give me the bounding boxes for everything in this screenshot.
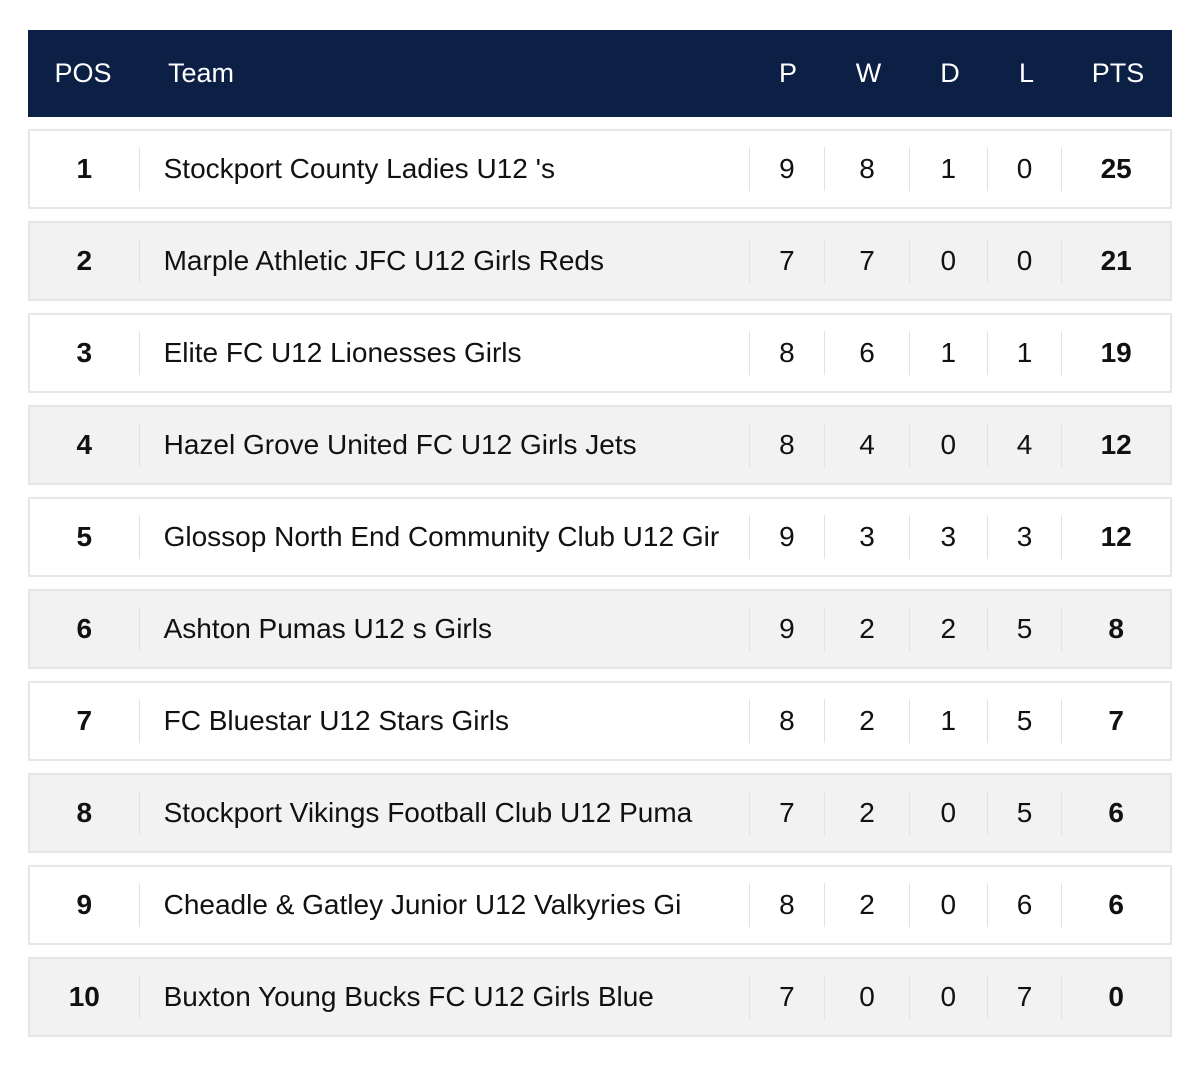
- header-pos: POS: [54, 58, 112, 88]
- row-points: 0: [1108, 981, 1124, 1012]
- row-team: Stockport County Ladies U12 's: [140, 147, 750, 191]
- row-lost: 3: [988, 515, 1063, 559]
- row-lost: 1: [988, 331, 1063, 375]
- row-won: 2: [825, 699, 910, 743]
- row-pos: 8: [30, 791, 140, 835]
- table-row[interactable]: 2 Marple Athletic JFC U12 Girls Reds 7 7…: [28, 221, 1172, 301]
- row-lost: 5: [988, 607, 1063, 651]
- row-points: 7: [1108, 705, 1124, 736]
- table-row[interactable]: 5 Glossop North End Community Club U12 G…: [28, 497, 1172, 577]
- row-team: FC Bluestar U12 Stars Girls: [140, 699, 750, 743]
- row-played: 7: [750, 239, 826, 283]
- header-played: P: [778, 58, 797, 88]
- league-table: POS Team P W D L PTS 1 Stockport County …: [28, 30, 1172, 1037]
- row-points: 6: [1108, 797, 1124, 828]
- header-team: Team: [168, 58, 235, 88]
- table-row[interactable]: 9 Cheadle & Gatley Junior U12 Valkyries …: [28, 865, 1172, 945]
- row-played: 7: [750, 791, 826, 835]
- row-won: 0: [825, 975, 910, 1019]
- row-won: 3: [825, 515, 910, 559]
- row-points: 19: [1100, 337, 1132, 368]
- row-lost: 6: [988, 883, 1063, 927]
- row-played: 8: [750, 883, 826, 927]
- row-pos: 5: [30, 515, 140, 559]
- table-row[interactable]: 8 Stockport Vikings Football Club U12 Pu…: [28, 773, 1172, 853]
- row-won: 6: [825, 331, 910, 375]
- row-lost: 0: [988, 239, 1063, 283]
- row-won: 7: [825, 239, 910, 283]
- row-played: 9: [750, 607, 826, 651]
- row-points: 12: [1100, 429, 1132, 460]
- row-team: Glossop North End Community Club U12 Gir: [140, 515, 750, 559]
- row-drawn: 2: [910, 607, 988, 651]
- row-drawn: 1: [910, 699, 988, 743]
- row-drawn: 0: [910, 239, 988, 283]
- row-drawn: 1: [910, 331, 988, 375]
- row-lost: 0: [988, 147, 1063, 191]
- row-pos: 3: [30, 331, 140, 375]
- row-pos: 2: [30, 239, 140, 283]
- row-points: 6: [1108, 889, 1124, 920]
- row-played: 9: [750, 515, 826, 559]
- header-drawn: D: [940, 58, 960, 88]
- row-points: 12: [1100, 521, 1132, 552]
- row-team: Buxton Young Bucks FC U12 Girls Blue: [140, 975, 750, 1019]
- header-points: PTS: [1091, 58, 1145, 88]
- row-won: 8: [825, 147, 910, 191]
- row-pos: 10: [30, 975, 140, 1019]
- table-header: POS Team P W D L PTS: [28, 30, 1172, 117]
- row-team: Cheadle & Gatley Junior U12 Valkyries Gi: [140, 883, 750, 927]
- header-won: W: [855, 58, 882, 88]
- row-lost: 5: [988, 791, 1063, 835]
- row-pos: 6: [30, 607, 140, 651]
- row-drawn: 3: [910, 515, 988, 559]
- row-pos: 7: [30, 699, 140, 743]
- row-lost: 4: [988, 423, 1063, 467]
- table-row[interactable]: 10 Buxton Young Bucks FC U12 Girls Blue …: [28, 957, 1172, 1037]
- row-played: 7: [750, 975, 826, 1019]
- header-lost: L: [1018, 58, 1035, 88]
- row-points: 8: [1108, 613, 1124, 644]
- row-won: 2: [825, 607, 910, 651]
- row-points: 25: [1100, 153, 1132, 184]
- row-team: Ashton Pumas U12 s Girls: [140, 607, 750, 651]
- row-played: 8: [750, 423, 826, 467]
- row-lost: 5: [988, 699, 1063, 743]
- row-drawn: 0: [910, 423, 988, 467]
- row-team: Elite FC U12 Lionesses Girls: [140, 331, 750, 375]
- row-won: 2: [825, 883, 910, 927]
- row-team: Hazel Grove United FC U12 Girls Jets: [140, 423, 750, 467]
- row-played: 8: [750, 699, 826, 743]
- row-drawn: 0: [910, 791, 988, 835]
- row-team: Marple Athletic JFC U12 Girls Reds: [140, 239, 750, 283]
- row-lost: 7: [988, 975, 1063, 1019]
- table-row[interactable]: 1 Stockport County Ladies U12 's 9 8 1 0…: [28, 129, 1172, 209]
- table-row[interactable]: 6 Ashton Pumas U12 s Girls 9 2 2 5 8: [28, 589, 1172, 669]
- row-pos: 9: [30, 883, 140, 927]
- row-played: 9: [750, 147, 826, 191]
- table-row[interactable]: 3 Elite FC U12 Lionesses Girls 8 6 1 1 1…: [28, 313, 1172, 393]
- row-points: 21: [1100, 245, 1132, 276]
- row-drawn: 1: [910, 147, 988, 191]
- row-won: 4: [825, 423, 910, 467]
- row-team: Stockport Vikings Football Club U12 Puma: [140, 791, 750, 835]
- table-row[interactable]: 7 FC Bluestar U12 Stars Girls 8 2 1 5 7: [28, 681, 1172, 761]
- row-won: 2: [825, 791, 910, 835]
- row-drawn: 0: [910, 975, 988, 1019]
- row-played: 8: [750, 331, 826, 375]
- row-pos: 4: [30, 423, 140, 467]
- row-pos: 1: [30, 147, 140, 191]
- row-drawn: 0: [910, 883, 988, 927]
- table-row[interactable]: 4 Hazel Grove United FC U12 Girls Jets 8…: [28, 405, 1172, 485]
